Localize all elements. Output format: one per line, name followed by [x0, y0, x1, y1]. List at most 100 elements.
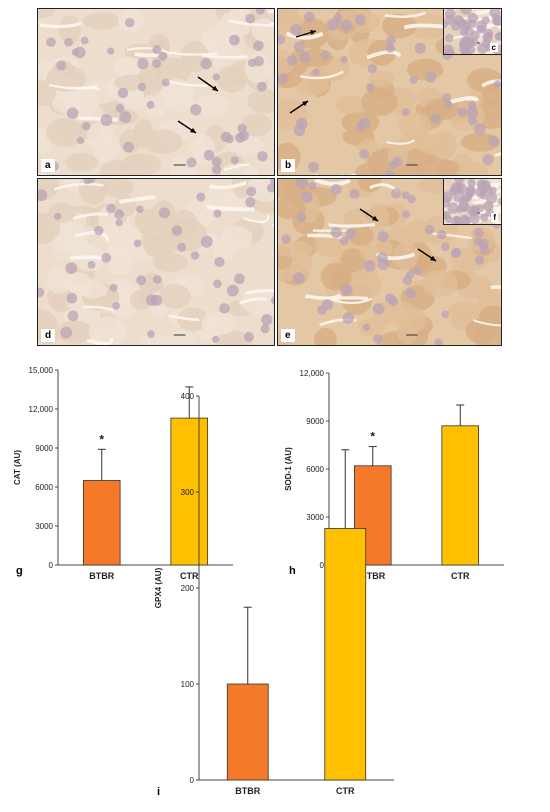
cell-cytoplasm — [139, 333, 171, 345]
cell-nucleus — [271, 296, 274, 305]
cell-nucleus — [330, 183, 342, 195]
cell-cytoplasm — [435, 159, 461, 175]
cell-nucleus — [253, 56, 264, 67]
cell-nucleus — [230, 156, 239, 165]
cell-nucleus — [190, 251, 200, 260]
cell-nucleus — [227, 284, 239, 297]
bar-ctr — [324, 528, 367, 781]
cell-cytoplasm — [358, 318, 386, 337]
sinusoid — [267, 9, 274, 14]
x-tick-label-btbr: BTBR — [235, 786, 260, 796]
cell-nucleus — [253, 40, 264, 52]
cell-nucleus — [146, 100, 155, 109]
cell-nucleus — [326, 19, 339, 31]
chart-i-gpx4: 0 100 200 300 400 GPX4 (AU) BTBR CTR i — [145, 385, 420, 805]
inset-label-c: c — [489, 43, 498, 52]
cell-nucleus — [60, 326, 73, 339]
sinusoid — [86, 337, 114, 345]
cell-nucleus — [456, 18, 467, 29]
cell-nucleus — [473, 227, 484, 238]
cell-nucleus — [459, 214, 471, 224]
cell-nucleus — [152, 59, 162, 69]
cell-nucleus — [322, 299, 334, 311]
cell-cytoplasm — [293, 75, 329, 96]
cell-cytoplasm — [58, 15, 81, 45]
cell-nucleus — [405, 288, 416, 299]
y-tick-label: 9000 — [35, 444, 53, 453]
cell-nucleus — [450, 215, 462, 224]
cell-nucleus — [402, 210, 411, 219]
cell-cytoplasm — [38, 212, 61, 244]
y-tick-label: 6000 — [35, 483, 53, 492]
cell-nucleus — [468, 116, 478, 126]
x-tick-label-btbr: BTBR — [89, 571, 114, 581]
cell-nucleus — [377, 258, 390, 271]
cell-nucleus — [308, 181, 317, 190]
micrograph-panel-a: a — [37, 8, 275, 176]
sinusoid — [494, 152, 501, 157]
cell-cytoplasm — [87, 121, 114, 152]
cell-nucleus — [212, 73, 220, 81]
cell-cytoplasm — [143, 129, 183, 155]
cell-nucleus — [491, 13, 500, 22]
cell-nucleus — [213, 279, 222, 289]
cell-cytoplasm — [320, 262, 352, 291]
cell-nucleus — [444, 196, 451, 208]
cell-nucleus — [401, 108, 410, 117]
cell-nucleus — [365, 83, 375, 92]
cell-nucleus — [106, 203, 116, 214]
y-tick-label: 0 — [190, 776, 195, 785]
cell-nucleus — [340, 19, 353, 32]
cell-nucleus — [392, 156, 403, 168]
cell-cytoplasm — [358, 179, 382, 193]
sinusoid — [269, 22, 274, 27]
cell-nucleus — [54, 212, 62, 221]
cell-nucleus — [278, 73, 289, 84]
y-tick-label: 12,000 — [29, 405, 54, 414]
cell-nucleus — [476, 24, 486, 34]
cell-nucleus — [177, 242, 187, 252]
cell-nucleus — [340, 55, 348, 64]
bar-ctr — [441, 425, 480, 566]
cell-nucleus — [467, 101, 477, 110]
cell-nucleus — [489, 186, 497, 195]
cell-cytoplasm — [194, 94, 231, 117]
cell-cytoplasm — [240, 290, 274, 315]
cell-cytoplasm — [212, 239, 236, 262]
cell-nucleus — [290, 24, 303, 36]
cell-cytoplasm — [289, 251, 313, 280]
cell-nucleus — [56, 60, 67, 71]
cell-nucleus — [220, 131, 232, 143]
significance-marker: * — [99, 432, 104, 446]
cell-nucleus — [450, 247, 461, 259]
sinusoid — [68, 86, 100, 92]
cell-nucleus — [470, 30, 480, 41]
cell-nucleus — [442, 92, 452, 102]
cell-cytoplasm — [167, 329, 198, 345]
sinusoid — [386, 139, 415, 145]
sinusoid — [403, 23, 445, 30]
y-tick-label: 300 — [181, 488, 195, 497]
cell-cytoplasm — [102, 221, 141, 249]
cell-nucleus — [467, 19, 477, 28]
cell-nucleus — [261, 314, 273, 326]
cell-nucleus — [136, 205, 144, 213]
cell-nucleus — [345, 228, 356, 240]
cell-nucleus — [497, 197, 501, 205]
cell-nucleus — [67, 310, 79, 322]
cell-cytoplasm — [401, 307, 427, 334]
significance-marker: * — [370, 430, 375, 444]
cell-cytoplasm — [398, 112, 432, 140]
cell-nucleus — [330, 226, 342, 239]
cell-nucleus — [474, 255, 485, 265]
sinusoid — [209, 181, 247, 190]
cell-nucleus — [66, 107, 79, 119]
cell-cytoplasm — [201, 311, 237, 335]
panel-label-e: e — [281, 329, 295, 342]
cell-nucleus — [46, 37, 56, 47]
cell-nucleus — [122, 141, 135, 153]
cell-nucleus — [136, 275, 147, 286]
sinusoid — [205, 204, 255, 212]
micrograph-panel-d: d — [37, 178, 275, 346]
cell-nucleus — [256, 81, 267, 92]
